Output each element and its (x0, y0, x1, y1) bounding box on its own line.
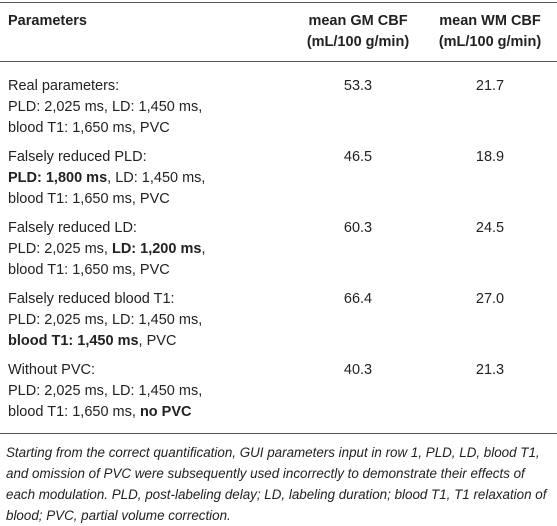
text-run: mean GM CBF (308, 13, 408, 29)
cell-line: Real parameters: (8, 76, 293, 97)
text-run: LD: 1,200 ms (111, 241, 202, 257)
value-cell: 40.3 (343, 362, 373, 378)
text-run: Falsely reduced PLD: (8, 149, 147, 165)
text-run: blood T1: 1,650 ms, (8, 404, 140, 420)
text-run: (mL/100 g/min) (438, 34, 542, 50)
text-run: blood T1: 1,650 ms, PVC (8, 120, 170, 136)
value-cell: 46.5 (343, 149, 373, 165)
value-cell: 24.5 (475, 220, 505, 236)
table-row: Without PVC: PLD: 2,025 ms, LD: 1,450 ms,… (0, 356, 557, 434)
parameter-cell: Falsely reduced LD: PLD: 2,025 ms, LD: 1,… (0, 214, 293, 285)
cell-line: mean GM CBF (293, 11, 423, 32)
cell-line: Without PVC: (8, 360, 293, 381)
text-run: Real parameters: (8, 78, 120, 94)
parameter-cell: Falsely reduced PLD: PLD: 1,800 ms, LD: 1… (0, 143, 293, 214)
text-run: Parameters (8, 13, 87, 29)
value-cell: 66.4 (343, 291, 373, 307)
text-run: , (201, 241, 206, 257)
text-run: (mL/100 g/min) (306, 34, 410, 50)
cell-line: mean WM CBF (423, 11, 557, 32)
text-run: Falsely reduced blood T1: (8, 291, 175, 307)
header-cell: mean GM CBF (mL/100 g/min) (293, 3, 423, 62)
text-run: , PVC (138, 333, 177, 349)
header-cell: mean WM CBF (mL/100 g/min) (423, 3, 557, 62)
parameter-cell: Falsely reduced blood T1: PLD: 2,025 ms, … (0, 285, 293, 356)
cell-line: (mL/100 g/min) (423, 32, 557, 53)
text-run: blood T1: 1,450 ms (8, 333, 139, 349)
value-cell: 27.0 (475, 291, 505, 307)
text-run: blood T1: 1,650 ms, PVC (8, 262, 170, 278)
header-row: Parameters mean GM CBF (mL/100 g/min) mean … (0, 2, 557, 62)
table: Parameters mean GM CBF (mL/100 g/min) mean … (0, 2, 557, 434)
text-run: no PVC (139, 404, 192, 420)
text-run: , LD: 1,450 ms, (107, 170, 206, 186)
table-header: Parameters mean GM CBF (mL/100 g/min) mean … (0, 2, 557, 62)
cell-line: PLD: 2,025 ms, LD: 1,450 ms, (8, 97, 293, 118)
text-run: PLD: 2,025 ms, LD: 1,450 ms, (8, 312, 203, 328)
cell-line: PLD: 2,025 ms, LD: 1,450 ms, (8, 310, 293, 331)
table-row: Real parameters: PLD: 2,025 ms, LD: 1,450… (0, 62, 557, 144)
text-run: Without PVC: (8, 362, 96, 378)
table-row: Falsely reduced blood T1: PLD: 2,025 ms, … (0, 285, 557, 356)
text-run: mean WM CBF (439, 13, 541, 29)
cell-line: Falsely reduced LD: (8, 218, 293, 239)
cell-line: blood T1: 1,450 ms, PVC (8, 331, 293, 352)
value-cell: 18.9 (475, 149, 505, 165)
table-row: Falsely reduced LD: PLD: 2,025 ms, LD: 1,… (0, 214, 557, 285)
cell-line: Falsely reduced PLD: (8, 147, 293, 168)
cell-line: blood T1: 1,650 ms, PVC (8, 260, 293, 281)
cell-line: PLD: 2,025 ms, LD: 1,200 ms, (8, 239, 293, 260)
parameter-cell: Real parameters: PLD: 2,025 ms, LD: 1,450… (0, 62, 293, 144)
value-cell: 21.3 (475, 362, 505, 378)
header-cell: Parameters (0, 3, 293, 62)
table-row: Falsely reduced PLD: PLD: 1,800 ms, LD: 1… (0, 143, 557, 214)
text-run: blood T1: 1,650 ms, PVC (8, 191, 170, 207)
cell-line: blood T1: 1,650 ms, PVC (8, 189, 293, 210)
cell-line: blood T1: 1,650 ms, no PVC (8, 402, 293, 423)
cell-line: Parameters (8, 11, 293, 32)
text-run: PLD: 2,025 ms, LD: 1,450 ms, (8, 383, 203, 399)
cell-line: PLD: 1,800 ms, LD: 1,450 ms, (8, 168, 293, 189)
text-run: PLD: 1,800 ms (8, 170, 108, 186)
text-run: Falsely reduced LD: (8, 220, 137, 236)
text-run: PLD: 2,025 ms, (8, 241, 112, 257)
parameter-cell: Without PVC: PLD: 2,025 ms, LD: 1,450 ms,… (0, 356, 293, 434)
text-run: PLD: 2,025 ms, LD: 1,450 ms, (8, 99, 203, 115)
footnote: Starting from the correct quantification… (6, 445, 547, 523)
value-cell: 21.7 (475, 78, 505, 94)
cell-line: PLD: 2,025 ms, LD: 1,450 ms, (8, 381, 293, 402)
cell-line: Falsely reduced blood T1: (8, 289, 293, 310)
cell-line: (mL/100 g/min) (293, 32, 423, 53)
table-body: Real parameters: PLD: 2,025 ms, LD: 1,450… (0, 62, 557, 434)
value-cell: 53.3 (343, 78, 373, 94)
value-cell: 60.3 (343, 220, 373, 236)
cell-line: blood T1: 1,650 ms, PVC (8, 118, 293, 139)
